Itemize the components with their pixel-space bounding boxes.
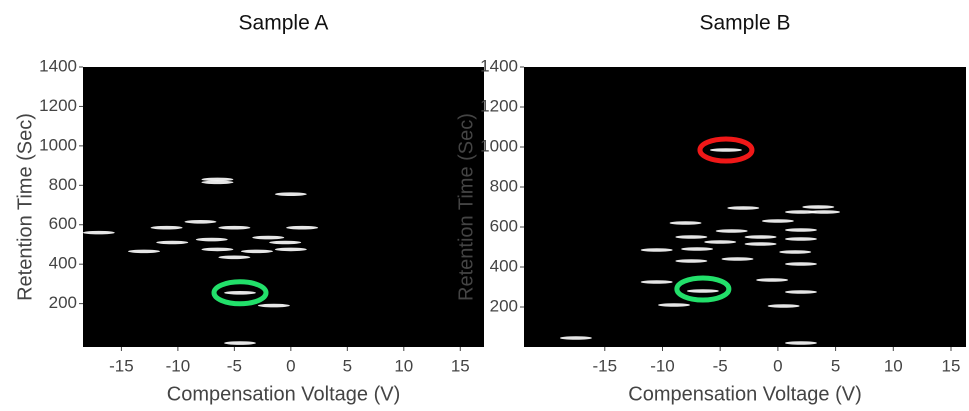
spot xyxy=(195,237,228,242)
spot xyxy=(269,240,302,245)
spot xyxy=(640,280,673,284)
x-tick-label: 10 xyxy=(394,356,413,375)
y-axis-label: Retention Time (Sec) xyxy=(14,113,36,301)
spot xyxy=(252,235,285,240)
spot xyxy=(156,240,189,245)
spot xyxy=(779,250,812,254)
x-tick-label: 5 xyxy=(831,356,840,375)
highlight-circle xyxy=(211,279,269,307)
y-tick-label: 200 xyxy=(49,293,77,312)
spot xyxy=(675,235,708,239)
x-axis-label: Compensation Voltage (V) xyxy=(628,383,861,405)
spot xyxy=(744,242,777,246)
spot xyxy=(675,259,708,263)
spot xyxy=(274,247,307,252)
x-tick-label: -10 xyxy=(650,356,675,375)
y-tick-label: 1200 xyxy=(39,96,77,115)
y-tick-label: 800 xyxy=(49,175,77,194)
spot xyxy=(709,148,742,152)
spot xyxy=(715,229,748,233)
y-tick-label: 400 xyxy=(490,256,518,275)
spot xyxy=(127,249,160,254)
spot xyxy=(218,255,251,260)
spot xyxy=(784,237,817,241)
spot xyxy=(808,210,841,214)
spot xyxy=(201,177,234,182)
spot xyxy=(286,225,319,230)
spot xyxy=(721,257,754,261)
x-tick-label: -5 xyxy=(713,356,728,375)
y-tick-label: 1000 xyxy=(39,135,77,154)
spot xyxy=(274,192,307,196)
spot xyxy=(744,235,777,239)
chart-title: Sample A xyxy=(239,12,329,35)
spot xyxy=(784,210,817,214)
y-tick-label: 200 xyxy=(490,296,518,315)
spot xyxy=(756,278,789,282)
chart-title: Sample B xyxy=(699,12,790,35)
x-axis-label: Compensation Voltage (V) xyxy=(167,383,400,405)
x-tick-label: -10 xyxy=(166,356,191,375)
x-tick-label: 5 xyxy=(343,356,352,375)
y-tick-label: 800 xyxy=(490,176,518,195)
spot xyxy=(727,206,760,210)
spot xyxy=(784,228,817,232)
x-tick-label: 10 xyxy=(884,356,903,375)
x-tick-label: -15 xyxy=(109,356,134,375)
spot xyxy=(82,230,115,235)
y-tick-label: 1000 xyxy=(480,136,518,155)
y-axis-label: Retention Time (Sec) xyxy=(455,113,477,301)
spot xyxy=(704,240,737,244)
y-tick-label: 600 xyxy=(490,216,518,235)
spot xyxy=(224,341,257,345)
x-tick-label: -15 xyxy=(592,356,617,375)
spot xyxy=(257,303,290,308)
y-tick-label: 400 xyxy=(49,254,77,273)
spot xyxy=(658,303,691,307)
spot xyxy=(784,290,817,294)
spot xyxy=(201,247,234,252)
y-tick-label: 1200 xyxy=(480,96,518,115)
spot xyxy=(767,304,800,308)
spot xyxy=(184,219,217,224)
y-tick-label: 1400 xyxy=(480,56,518,75)
spot xyxy=(669,221,702,225)
spot xyxy=(784,262,817,266)
x-tick-label: 0 xyxy=(773,356,782,375)
spot xyxy=(640,248,673,252)
y-tick-label: 1400 xyxy=(39,56,77,75)
spot xyxy=(559,336,592,340)
spot xyxy=(761,219,794,223)
y-tick-label: 600 xyxy=(49,214,77,233)
spot xyxy=(224,290,257,295)
spot xyxy=(802,205,835,209)
spot xyxy=(686,289,719,293)
x-tick-label: 0 xyxy=(286,356,295,375)
spot xyxy=(150,225,183,230)
spot xyxy=(201,180,234,185)
highlight-circle xyxy=(674,275,732,303)
highlight-circle xyxy=(697,136,755,164)
x-tick-label: -5 xyxy=(227,356,242,375)
x-tick-label: 15 xyxy=(451,356,470,375)
spot xyxy=(681,247,714,251)
spot xyxy=(784,341,817,345)
x-tick-label: 15 xyxy=(942,356,961,375)
spot xyxy=(240,249,273,254)
plot-area xyxy=(83,67,484,347)
spot xyxy=(218,225,251,230)
